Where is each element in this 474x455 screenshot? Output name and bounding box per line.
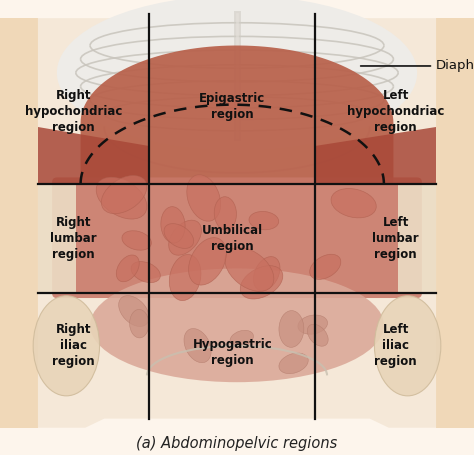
Bar	[0, 18, 38, 428]
Ellipse shape	[90, 268, 384, 382]
Ellipse shape	[254, 257, 280, 291]
Ellipse shape	[230, 330, 254, 347]
Ellipse shape	[57, 0, 417, 150]
Ellipse shape	[164, 223, 194, 248]
Ellipse shape	[116, 255, 139, 282]
Text: Left
lumbar
region: Left lumbar region	[373, 217, 419, 261]
Text: Right
iliac
region: Right iliac region	[52, 324, 95, 368]
Text: (a) Abdominopelvic regions: (a) Abdominopelvic regions	[137, 436, 337, 451]
Ellipse shape	[118, 296, 149, 326]
Text: Right
hypochondriac
region: Right hypochondriac region	[25, 89, 122, 134]
Ellipse shape	[122, 231, 151, 250]
Text: Hypogastric
region: Hypogastric region	[192, 338, 272, 367]
Text: Epigastric
region: Epigastric region	[199, 92, 265, 121]
Ellipse shape	[214, 197, 237, 230]
Ellipse shape	[101, 176, 147, 214]
Ellipse shape	[33, 296, 100, 396]
Polygon shape	[38, 184, 76, 293]
Bar	[436, 18, 474, 428]
Ellipse shape	[331, 188, 376, 218]
Polygon shape	[38, 127, 149, 184]
Ellipse shape	[249, 212, 279, 230]
Text: Diaphragm: Diaphragm	[361, 60, 474, 72]
Ellipse shape	[169, 220, 201, 255]
Ellipse shape	[189, 238, 227, 285]
Ellipse shape	[169, 254, 201, 301]
Ellipse shape	[279, 311, 304, 347]
Ellipse shape	[307, 324, 328, 346]
Ellipse shape	[129, 309, 149, 338]
Polygon shape	[81, 46, 393, 184]
Text: Left
iliac
region: Left iliac region	[374, 324, 417, 368]
Ellipse shape	[310, 254, 341, 279]
Ellipse shape	[184, 329, 211, 363]
Ellipse shape	[161, 207, 185, 243]
Ellipse shape	[131, 262, 160, 283]
Ellipse shape	[225, 248, 274, 291]
Ellipse shape	[279, 353, 308, 374]
Polygon shape	[398, 184, 436, 293]
Polygon shape	[38, 18, 436, 428]
Text: Left
hypochondriac
region: Left hypochondriac region	[347, 89, 445, 134]
Ellipse shape	[187, 175, 220, 221]
Polygon shape	[315, 127, 436, 184]
FancyBboxPatch shape	[52, 177, 422, 298]
Ellipse shape	[240, 266, 283, 299]
Ellipse shape	[96, 177, 147, 219]
Ellipse shape	[374, 296, 441, 396]
Text: Right
lumbar
region: Right lumbar region	[50, 217, 97, 261]
Ellipse shape	[298, 315, 328, 334]
Text: Umbilical
region: Umbilical region	[202, 224, 263, 253]
